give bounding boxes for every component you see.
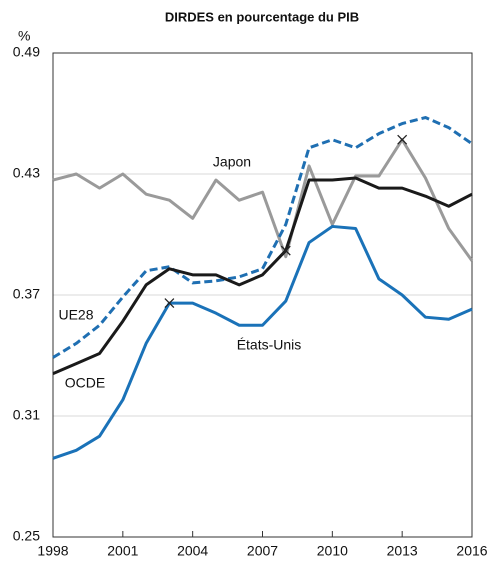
x-tick-label: 1998 [37, 543, 68, 559]
y-tick-label: 0.37 [13, 286, 40, 302]
y-tick-label: 0.49 [13, 44, 40, 60]
series-label: États-Unis [237, 337, 302, 353]
series-label: OCDE [65, 375, 105, 391]
series-label: Japon [213, 154, 251, 170]
x-tick-label: 2010 [317, 543, 348, 559]
line-series [52, 138, 474, 262]
x-tick-label: 2004 [177, 543, 208, 559]
x-tick-label: 2007 [247, 543, 278, 559]
break-marker [164, 298, 175, 309]
line-series [52, 176, 473, 376]
plot-frame [52, 52, 473, 538]
line-series [52, 116, 473, 359]
y-tick-label: 0.43 [13, 165, 40, 181]
x-tick-label: 2016 [456, 543, 487, 559]
chart-title: DIRDES en pourcentage du PIB [165, 9, 359, 24]
line-series [52, 224, 473, 460]
x-tick-label: 2013 [387, 543, 418, 559]
x-tick-label: 2001 [107, 543, 138, 559]
series-label: UE28 [58, 307, 93, 323]
y-tick-label: 0.31 [13, 407, 40, 423]
break-marker [397, 134, 408, 145]
break-marker [280, 245, 291, 256]
y-tick-label: 0.25 [13, 528, 40, 544]
y-unit: % [18, 28, 30, 44]
